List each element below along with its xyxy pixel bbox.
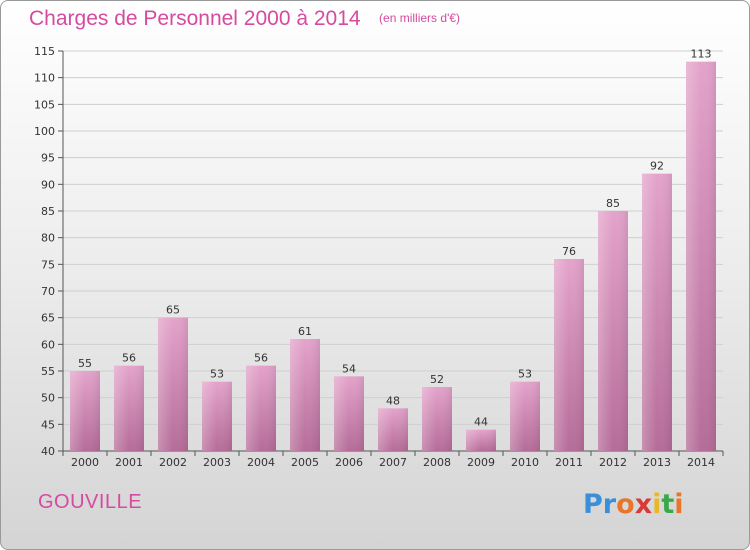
y-tick-label: 90 <box>41 178 55 191</box>
data-label: 53 <box>210 368 224 381</box>
data-label: 85 <box>606 197 620 210</box>
logo-letter: t <box>661 489 675 520</box>
bar-shade <box>290 339 320 451</box>
x-tick-label: 2003 <box>203 456 231 469</box>
proxiti-logo: Proxiti <box>583 489 684 520</box>
data-label: 55 <box>78 357 92 370</box>
y-tick-label: 85 <box>41 205 55 218</box>
bar-shade <box>642 173 672 451</box>
y-tick-label: 100 <box>34 125 55 138</box>
bar-shade <box>378 408 408 451</box>
data-label: 61 <box>298 325 312 338</box>
x-tick-label: 2010 <box>511 456 539 469</box>
axis-layer: 40 45 50 55 60 65 70 75 80 85 90 95 100 105 110 115 2000… <box>34 45 724 469</box>
bar-shade <box>598 211 628 451</box>
y-tick-label: 95 <box>41 152 55 165</box>
x-tick-label: 2006 <box>335 456 363 469</box>
bar-shade <box>158 317 188 451</box>
x-tick-label: 2007 <box>379 456 407 469</box>
y-tick-label: 110 <box>34 72 55 85</box>
data-label: 54 <box>342 362 356 375</box>
bar-shade <box>510 381 540 451</box>
logo-letter: x <box>634 489 653 520</box>
y-tick-label: 45 <box>41 418 55 431</box>
x-tick-label: 2013 <box>643 456 671 469</box>
y-tick-label: 80 <box>41 232 55 245</box>
bar-shade <box>686 61 716 452</box>
data-label: 113 <box>691 48 712 61</box>
y-tick-label: 55 <box>41 365 55 378</box>
bar-layer: 55 56 65 53 56 61 54 48 52 44 53 76 85 92 113 <box>70 48 716 452</box>
bar-shade <box>466 429 496 451</box>
chart-title: Charges de Personnel 2000 à 2014 <box>29 7 361 30</box>
data-label: 76 <box>562 245 576 258</box>
logo-letter: o <box>616 489 635 520</box>
logo-letter: i <box>652 489 662 520</box>
data-label: 92 <box>650 160 664 173</box>
y-tick-label: 60 <box>41 338 55 351</box>
y-tick-label: 105 <box>34 98 55 111</box>
x-tick-label: 2014 <box>687 456 715 469</box>
bar-shade <box>70 371 100 451</box>
data-label: 52 <box>430 373 444 386</box>
logo-letter: P <box>583 489 603 520</box>
data-label: 53 <box>518 368 532 381</box>
x-tick-label: 2001 <box>115 456 143 469</box>
x-tick-label: 2008 <box>423 456 451 469</box>
data-label: 56 <box>122 352 136 365</box>
bar-shade <box>202 381 232 451</box>
data-label: 65 <box>166 304 180 317</box>
logo-letter: i <box>674 489 684 520</box>
y-tick-label: 65 <box>41 312 55 325</box>
bar-shade <box>422 387 452 451</box>
x-tick-label: 2009 <box>467 456 495 469</box>
data-label: 48 <box>386 394 400 407</box>
x-tick-label: 2000 <box>71 456 99 469</box>
y-tick-label: 115 <box>34 45 55 58</box>
chart-subtitle: (en milliers d'€) <box>379 11 461 25</box>
x-tick-label: 2012 <box>599 456 627 469</box>
region-name: GOUVILLE <box>38 491 143 513</box>
y-tick-label: 70 <box>41 285 55 298</box>
x-tick-label: 2005 <box>291 456 319 469</box>
x-tick-label: 2002 <box>159 456 187 469</box>
bar-shade <box>246 365 276 451</box>
data-label: 44 <box>474 416 488 429</box>
x-tick-label: 2004 <box>247 456 275 469</box>
x-tick-label: 2011 <box>555 456 583 469</box>
bar-shade <box>334 376 364 451</box>
data-label: 56 <box>254 352 268 365</box>
bar-shade <box>114 365 144 451</box>
y-tick-label: 50 <box>41 392 55 405</box>
logo-letter: r <box>602 489 617 520</box>
y-tick-label: 40 <box>41 445 55 458</box>
bar-shade <box>554 259 584 451</box>
chart-title-block: Charges de Personnel 2000 à 2014 (en mil… <box>29 7 460 31</box>
y-tick-label: 75 <box>41 258 55 271</box>
